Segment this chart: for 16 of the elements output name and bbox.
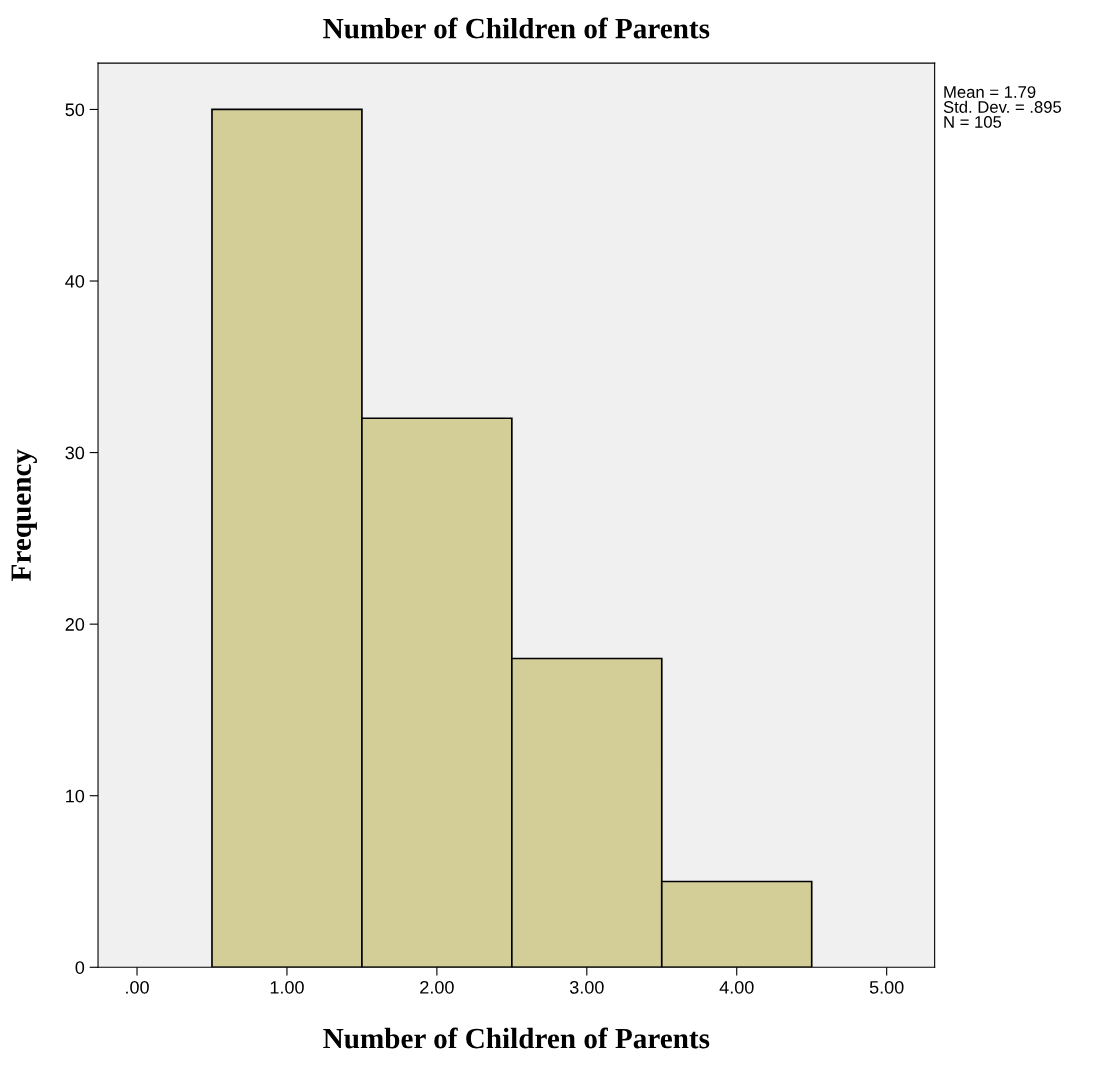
chart-title: Number of Children of Parents: [323, 17, 710, 39]
y-tick-label: 10: [66, 789, 85, 803]
y-tick-label: 30: [65, 446, 85, 460]
x-tick-label: 4.00: [719, 980, 754, 994]
x-tick-label: 3.00: [569, 980, 604, 994]
x-tick-label: .00: [126, 980, 149, 994]
x-axis-title: Number of Children of Parents: [323, 1027, 710, 1049]
x-tick-label: 1.00: [270, 980, 304, 994]
x-tick-label: 5.00: [869, 980, 904, 994]
y-tick-label: 20: [65, 618, 85, 631]
y-tick-label: 50: [65, 103, 85, 117]
y-axis-title: Frequency: [11, 449, 37, 581]
y-tick-label: 0: [75, 961, 85, 974]
x-tick-label: 2.00: [420, 980, 454, 994]
text: Mean = 1.79 Std. Dev. = .895 N = 105: [943, 86, 1062, 128]
y-tick-label: 40: [65, 274, 85, 288]
